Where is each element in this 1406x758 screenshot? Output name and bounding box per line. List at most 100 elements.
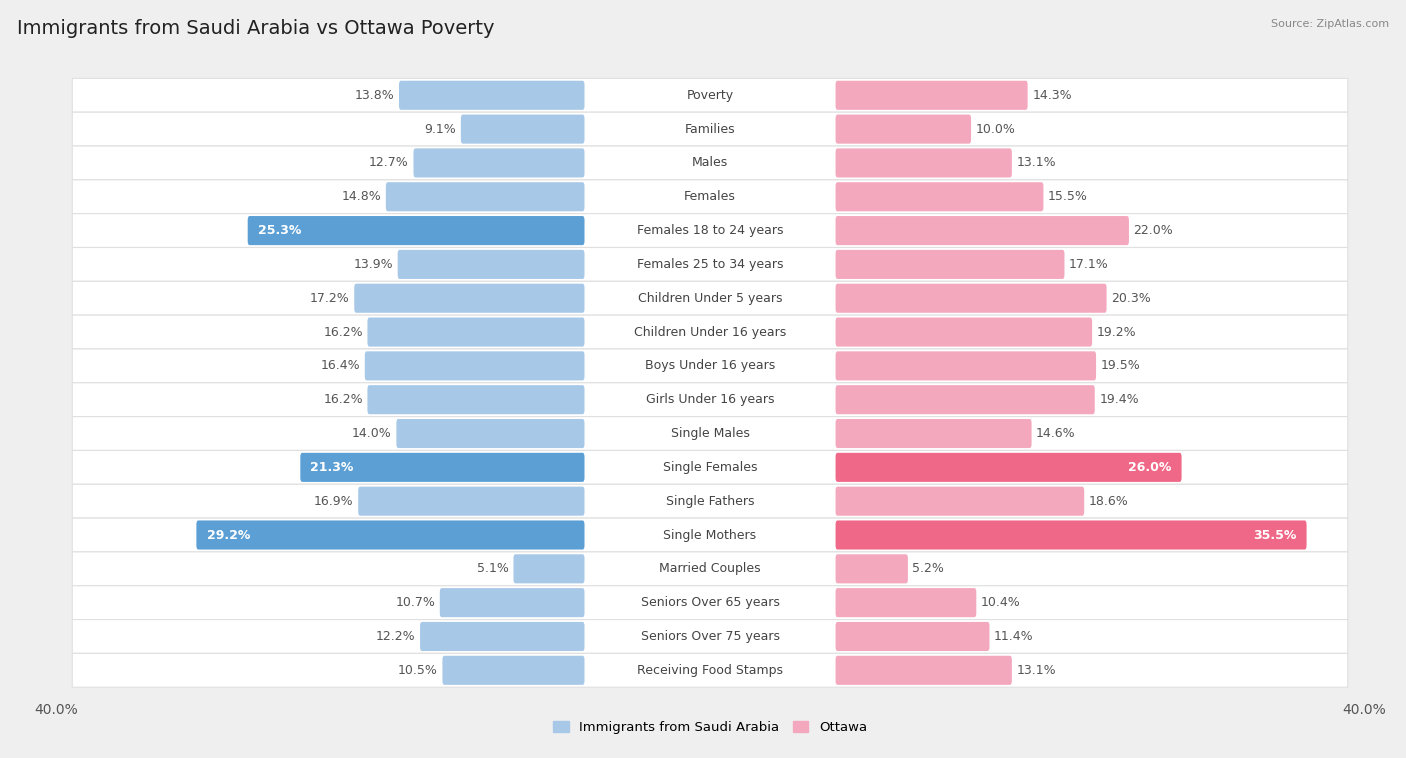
FancyBboxPatch shape	[835, 622, 990, 651]
Text: Poverty: Poverty	[686, 89, 734, 102]
Text: 17.1%: 17.1%	[1069, 258, 1109, 271]
FancyBboxPatch shape	[835, 487, 1084, 515]
Text: Immigrants from Saudi Arabia vs Ottawa Poverty: Immigrants from Saudi Arabia vs Ottawa P…	[17, 19, 495, 38]
FancyBboxPatch shape	[354, 283, 585, 313]
Text: Children Under 5 years: Children Under 5 years	[638, 292, 782, 305]
Text: 13.8%: 13.8%	[354, 89, 395, 102]
Text: Girls Under 16 years: Girls Under 16 years	[645, 393, 775, 406]
FancyBboxPatch shape	[835, 352, 1097, 381]
FancyBboxPatch shape	[835, 114, 972, 144]
FancyBboxPatch shape	[72, 248, 1348, 281]
FancyBboxPatch shape	[396, 419, 585, 448]
Text: 14.8%: 14.8%	[342, 190, 381, 203]
Text: Single Mothers: Single Mothers	[664, 528, 756, 541]
Text: 14.0%: 14.0%	[352, 427, 392, 440]
FancyBboxPatch shape	[72, 349, 1348, 383]
FancyBboxPatch shape	[367, 318, 585, 346]
FancyBboxPatch shape	[72, 78, 1348, 112]
FancyBboxPatch shape	[835, 656, 1012, 684]
Text: 19.2%: 19.2%	[1097, 325, 1136, 339]
FancyBboxPatch shape	[835, 81, 1028, 110]
FancyBboxPatch shape	[72, 180, 1348, 214]
Text: Males: Males	[692, 156, 728, 170]
Text: 16.9%: 16.9%	[314, 495, 354, 508]
FancyBboxPatch shape	[72, 281, 1348, 315]
FancyBboxPatch shape	[835, 385, 1095, 414]
FancyBboxPatch shape	[197, 521, 585, 550]
FancyBboxPatch shape	[72, 112, 1348, 146]
FancyBboxPatch shape	[835, 453, 1181, 482]
FancyBboxPatch shape	[72, 450, 1348, 484]
Text: 26.0%: 26.0%	[1128, 461, 1171, 474]
FancyBboxPatch shape	[835, 182, 1043, 211]
FancyBboxPatch shape	[835, 318, 1092, 346]
Text: 10.0%: 10.0%	[976, 123, 1015, 136]
Text: 11.4%: 11.4%	[994, 630, 1033, 643]
Text: Source: ZipAtlas.com: Source: ZipAtlas.com	[1271, 19, 1389, 29]
FancyBboxPatch shape	[72, 214, 1348, 248]
FancyBboxPatch shape	[72, 484, 1348, 518]
Text: 16.4%: 16.4%	[321, 359, 360, 372]
FancyBboxPatch shape	[443, 656, 585, 684]
Text: 21.3%: 21.3%	[311, 461, 354, 474]
Text: 5.2%: 5.2%	[912, 562, 945, 575]
Text: Females: Females	[685, 190, 735, 203]
FancyBboxPatch shape	[420, 622, 585, 651]
FancyBboxPatch shape	[835, 588, 976, 617]
Legend: Immigrants from Saudi Arabia, Ottawa: Immigrants from Saudi Arabia, Ottawa	[548, 717, 872, 738]
FancyBboxPatch shape	[835, 216, 1129, 245]
FancyBboxPatch shape	[359, 487, 585, 515]
Text: 18.6%: 18.6%	[1088, 495, 1129, 508]
Text: 5.1%: 5.1%	[477, 562, 509, 575]
Text: 13.1%: 13.1%	[1017, 156, 1056, 170]
Text: 29.2%: 29.2%	[207, 528, 250, 541]
Text: 13.9%: 13.9%	[353, 258, 394, 271]
FancyBboxPatch shape	[72, 383, 1348, 417]
Text: Children Under 16 years: Children Under 16 years	[634, 325, 786, 339]
FancyBboxPatch shape	[364, 352, 585, 381]
FancyBboxPatch shape	[440, 588, 585, 617]
Text: 19.4%: 19.4%	[1099, 393, 1139, 406]
Text: 19.5%: 19.5%	[1101, 359, 1140, 372]
Text: 16.2%: 16.2%	[323, 393, 363, 406]
Text: 9.1%: 9.1%	[425, 123, 457, 136]
Text: Single Males: Single Males	[671, 427, 749, 440]
Text: Families: Families	[685, 123, 735, 136]
Text: 15.5%: 15.5%	[1047, 190, 1088, 203]
FancyBboxPatch shape	[367, 385, 585, 414]
FancyBboxPatch shape	[72, 417, 1348, 450]
FancyBboxPatch shape	[72, 653, 1348, 688]
FancyBboxPatch shape	[385, 182, 585, 211]
FancyBboxPatch shape	[72, 586, 1348, 619]
FancyBboxPatch shape	[398, 250, 585, 279]
Text: 12.2%: 12.2%	[375, 630, 416, 643]
Text: Single Fathers: Single Fathers	[666, 495, 754, 508]
FancyBboxPatch shape	[72, 146, 1348, 180]
Text: 14.3%: 14.3%	[1032, 89, 1071, 102]
FancyBboxPatch shape	[513, 554, 585, 584]
Text: Receiving Food Stamps: Receiving Food Stamps	[637, 664, 783, 677]
Text: 35.5%: 35.5%	[1253, 528, 1296, 541]
Text: 10.4%: 10.4%	[981, 596, 1021, 609]
FancyBboxPatch shape	[301, 453, 585, 482]
FancyBboxPatch shape	[835, 419, 1032, 448]
Text: 20.3%: 20.3%	[1111, 292, 1152, 305]
Text: Females 18 to 24 years: Females 18 to 24 years	[637, 224, 783, 237]
FancyBboxPatch shape	[835, 250, 1064, 279]
Text: Females 25 to 34 years: Females 25 to 34 years	[637, 258, 783, 271]
FancyBboxPatch shape	[835, 149, 1012, 177]
FancyBboxPatch shape	[835, 554, 908, 584]
Text: 10.5%: 10.5%	[398, 664, 437, 677]
FancyBboxPatch shape	[413, 149, 585, 177]
Text: Seniors Over 65 years: Seniors Over 65 years	[641, 596, 779, 609]
Text: 25.3%: 25.3%	[257, 224, 301, 237]
FancyBboxPatch shape	[399, 81, 585, 110]
FancyBboxPatch shape	[835, 521, 1306, 550]
FancyBboxPatch shape	[835, 283, 1107, 313]
Text: Single Females: Single Females	[662, 461, 758, 474]
FancyBboxPatch shape	[72, 518, 1348, 552]
Text: Seniors Over 75 years: Seniors Over 75 years	[641, 630, 779, 643]
FancyBboxPatch shape	[72, 619, 1348, 653]
FancyBboxPatch shape	[72, 315, 1348, 349]
FancyBboxPatch shape	[461, 114, 585, 144]
